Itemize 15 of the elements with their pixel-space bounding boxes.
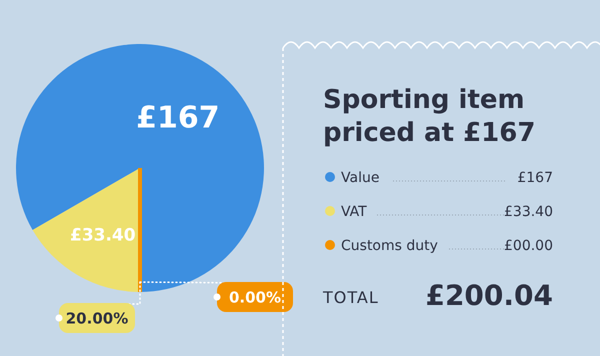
text: 20.00%	[66, 310, 128, 328]
text: £167	[517, 170, 553, 186]
text: Sporting item priced at £167	[323, 85, 536, 148]
data-label: £33.40	[70, 225, 136, 246]
pie-slice	[16, 44, 264, 292]
data-label: £167	[136, 100, 220, 136]
pie-slice	[32, 168, 140, 292]
text: £33.40	[504, 204, 553, 220]
text: 0.00%	[228, 288, 282, 306]
text: TOTAL	[322, 288, 379, 307]
legend-label: Customs duty	[341, 238, 438, 254]
legend-label: VAT	[341, 204, 368, 220]
legend-label: Value	[341, 170, 380, 186]
text: £200.04	[425, 279, 553, 312]
text: £00.00	[504, 238, 553, 254]
